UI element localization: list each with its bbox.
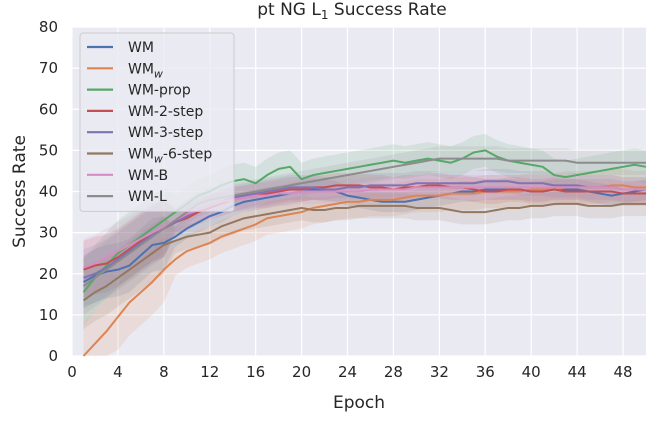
x-tick-label-0: 0 — [67, 363, 77, 381]
legend-label-4: WM-3-step — [128, 125, 203, 141]
x-tick-label-11: 44 — [568, 363, 587, 381]
x-tick-label-6: 24 — [338, 363, 357, 381]
legend-box — [79, 32, 235, 212]
legend-label-6: WM-B — [128, 168, 168, 184]
y-tick-label-3: 30 — [39, 224, 58, 242]
y-axis-label: Success Rate — [10, 135, 30, 248]
x-tick-label-2: 8 — [159, 363, 169, 381]
series-line-4 — [83, 180, 646, 279]
legend: WM WMw WM-prop WM-2-step WM-3-step WMw-6-step… — [79, 32, 235, 212]
x-tick-label-9: 36 — [476, 363, 495, 381]
x-tick-label-7: 28 — [384, 363, 403, 381]
y-tick-label-5: 50 — [39, 141, 58, 159]
x-tick-label-12: 48 — [613, 363, 632, 381]
x-tick-label-4: 16 — [246, 363, 265, 381]
x-axis-label: Epoch — [333, 393, 385, 413]
legend-label-5: WMw-6-step — [128, 147, 212, 166]
y-axis-ticks: 0 10 20 30 40 50 60 70 80 — [39, 18, 58, 365]
x-tick-label-3: 12 — [200, 363, 219, 381]
y-tick-label-8: 80 — [39, 18, 58, 36]
y-tick-label-2: 20 — [39, 265, 58, 283]
series-line-7 — [82, 157, 646, 287]
legend-label-7: WM-L — [128, 189, 167, 205]
series-line-5 — [82, 202, 646, 302]
legend-label-0: WM — [128, 40, 154, 56]
y-tick-label-6: 60 — [39, 100, 58, 118]
legend-label-2: WM-prop — [128, 83, 191, 99]
legend-label-1: WMw — [128, 61, 163, 80]
y-tick-label-1: 10 — [39, 306, 58, 324]
x-tick-label-10: 40 — [522, 363, 541, 381]
y-tick-label-4: 40 — [39, 183, 58, 201]
chart-title: pt NG L1 Success Rate — [257, 0, 447, 22]
x-tick-label-8: 32 — [430, 363, 449, 381]
legend-label-3: WM-2-step — [128, 104, 203, 120]
x-tick-label-5: 20 — [292, 363, 311, 381]
chart-title-text: pt NG L1 Success Rate — [257, 0, 447, 22]
y-tick-label-7: 70 — [39, 59, 58, 77]
y-tick-label-0: 0 — [48, 347, 58, 365]
x-tick-label-1: 4 — [113, 363, 123, 381]
x-axis-ticks: 0 4 8 12 16 20 24 28 32 36 40 44 48 — [67, 363, 632, 381]
